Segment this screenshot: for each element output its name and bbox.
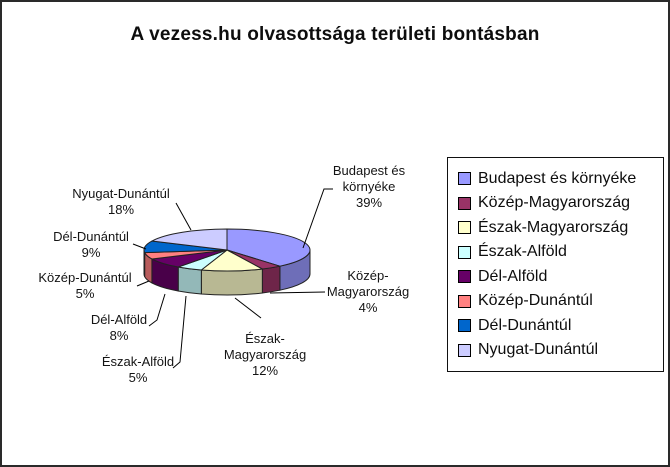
pie-callout-7: Nyugat-Dunántúl 18% <box>58 186 184 218</box>
leader-line-1 <box>269 291 326 294</box>
pie-callout-6: Dél-Dunántúl 9% <box>39 229 143 261</box>
pie-slice-top-2 <box>200 249 263 272</box>
pie-callout-5: Közép-Dunántúl 5% <box>27 270 143 302</box>
pie-callout-0: Budapest és környéke 39% <box>321 163 417 211</box>
legend-item-label: Észak-Alföld <box>478 243 567 261</box>
pie-slice-side-1 <box>261 265 281 294</box>
pie-callout-label: Budapest és környéke <box>332 163 406 194</box>
legend-box: Budapest és környéke Közép-Magyarország És… <box>447 157 664 372</box>
legend-item-0: Budapest és környéke <box>458 170 659 188</box>
pie-slice-side-3 <box>177 266 202 295</box>
legend-item-4: Dél-Alföld <box>458 268 659 286</box>
pie-slice-side-6 <box>143 249 146 277</box>
pie-callout-label: Dél-Alföld <box>90 312 148 327</box>
legend-item-5: Közép-Dunántúl <box>458 292 659 310</box>
pie-slice-top-7 <box>151 228 228 251</box>
legend-item-label: Közép-Magyarország <box>478 194 631 212</box>
legend-item-label: Észak-Magyarország <box>478 218 629 236</box>
leader-line-6 <box>132 243 147 250</box>
legend-item-label: Közép-Dunántúl <box>478 292 593 310</box>
legend-item-label: Dél-Dunántúl <box>478 316 572 334</box>
pie-callout-percent: 5% <box>75 286 95 301</box>
legend-color-swatch-icon <box>458 196 471 210</box>
pie-callout-percent: 4% <box>358 300 378 315</box>
legend-item-3: Észak-Alföld <box>458 243 659 261</box>
pie-callout-label: Közép-Magyarország <box>326 268 410 299</box>
legend-item-6: Dél-Dunántúl <box>458 317 659 335</box>
leader-line-7 <box>175 202 192 231</box>
pie-callout-label: Dél-Dunántúl <box>53 229 129 244</box>
pie-callout-label: Közép-Dunántúl <box>38 270 132 285</box>
pie-callout-2: Észak-Magyarország 12% <box>213 331 317 379</box>
pie-callout-1: Közép-Magyarország 4% <box>316 268 420 316</box>
pie-callout-label: Észak-Magyarország <box>223 331 307 362</box>
legend-item-label: Dél-Alföld <box>478 267 548 285</box>
pie-callout-percent: 5% <box>128 370 148 385</box>
pie-callout-percent: 9% <box>81 245 101 260</box>
legend-color-swatch-icon <box>458 343 471 357</box>
legend-color-swatch-icon <box>458 245 471 259</box>
legend-color-swatch-icon <box>458 172 471 186</box>
leader-line-0 <box>302 188 333 249</box>
pie-callout-4: Dél-Alföld 8% <box>74 312 164 344</box>
legend-item-label: Nyugat-Dunántúl <box>478 341 599 359</box>
pie-callout-percent: 39% <box>355 195 383 210</box>
pie-slice-side-2 <box>200 268 263 296</box>
legend-color-swatch-icon <box>458 270 471 284</box>
pie-callout-3: Észak-Alföld 5% <box>83 354 193 386</box>
legend-color-swatch-icon <box>458 294 471 308</box>
pie-callout-label: Észak-Alföld <box>101 354 175 369</box>
chart-title: A vezess.hu olvasottsága területi bontás… <box>130 24 540 45</box>
leader-line-4 <box>148 293 166 327</box>
legend-item-1: Közép-Magyarország <box>458 194 659 212</box>
pie-callout-label: Nyugat-Dunántúl <box>72 186 170 201</box>
leader-line-3 <box>172 295 187 369</box>
legend-item-label: Budapest és környéke <box>478 169 637 187</box>
leader-line-5 <box>136 280 150 287</box>
pie-callout-percent: 18% <box>107 202 135 217</box>
legend-color-swatch-icon <box>458 221 471 235</box>
legend-color-swatch-icon <box>458 319 471 333</box>
legend-item-7: Nyugat-Dunántúl <box>458 341 659 359</box>
legend-item-2: Észak-Magyarország <box>458 219 659 237</box>
leader-line-2 <box>234 297 262 319</box>
pie-callout-percent: 12% <box>251 363 279 378</box>
pie-callout-percent: 8% <box>109 328 129 343</box>
